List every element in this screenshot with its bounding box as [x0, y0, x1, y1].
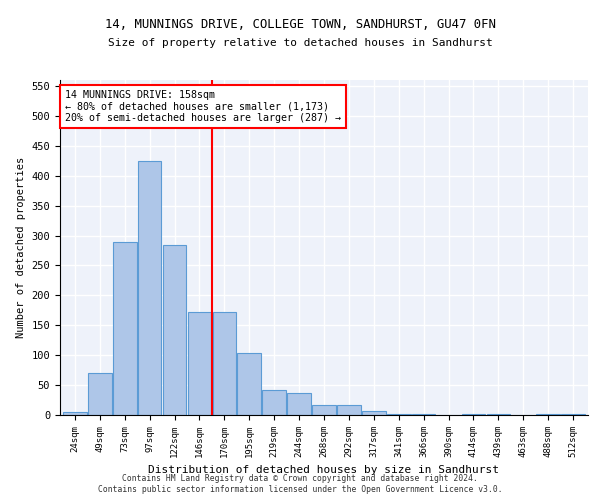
Bar [337, 405, 361, 415]
Bar [262, 390, 286, 415]
Bar [63, 412, 87, 415]
Bar [188, 312, 211, 415]
Text: 14 MUNNINGS DRIVE: 158sqm
← 80% of detached houses are smaller (1,173)
20% of se: 14 MUNNINGS DRIVE: 158sqm ← 80% of detac… [65, 90, 341, 123]
Bar [312, 405, 336, 415]
Bar [536, 414, 560, 415]
Text: Size of property relative to detached houses in Sandhurst: Size of property relative to detached ho… [107, 38, 493, 48]
Bar [287, 393, 311, 415]
Bar [461, 414, 485, 415]
Bar [412, 414, 436, 415]
Y-axis label: Number of detached properties: Number of detached properties [16, 157, 26, 338]
Text: 14, MUNNINGS DRIVE, COLLEGE TOWN, SANDHURST, GU47 0FN: 14, MUNNINGS DRIVE, COLLEGE TOWN, SANDHU… [104, 18, 496, 30]
Text: Contains HM Land Registry data © Crown copyright and database right 2024.
Contai: Contains HM Land Registry data © Crown c… [98, 474, 502, 494]
Bar [487, 414, 510, 415]
Bar [561, 414, 585, 415]
Bar [362, 411, 386, 415]
Bar [238, 353, 261, 415]
Bar [212, 312, 236, 415]
Bar [163, 244, 187, 415]
Bar [88, 373, 112, 415]
Bar [113, 242, 137, 415]
X-axis label: Distribution of detached houses by size in Sandhurst: Distribution of detached houses by size … [149, 466, 499, 475]
Bar [138, 161, 161, 415]
Bar [387, 414, 410, 415]
